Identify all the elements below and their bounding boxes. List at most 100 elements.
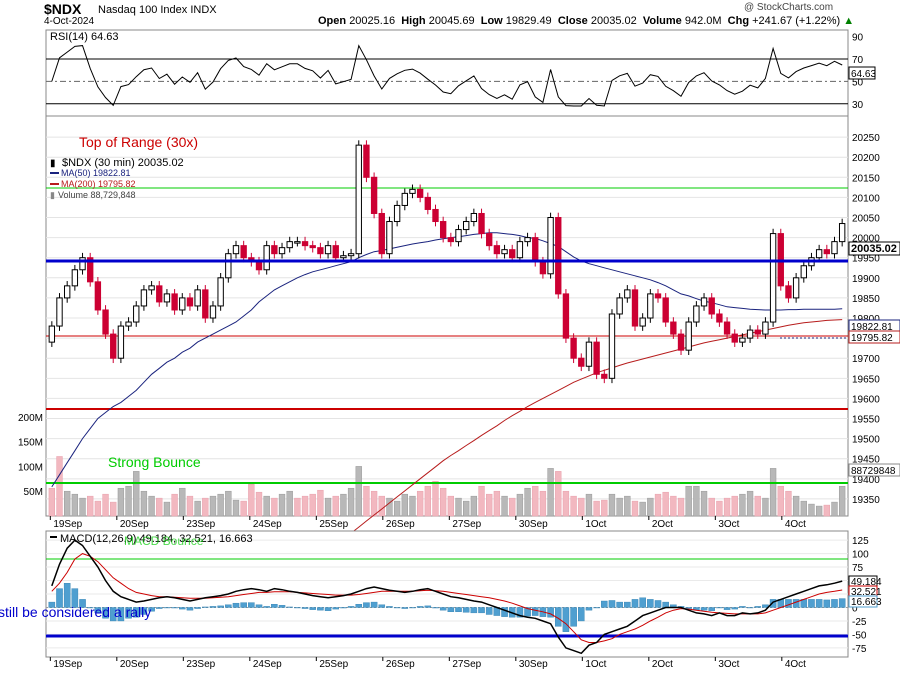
macd-hist-bar [378, 604, 386, 608]
macd-hist-bar [370, 601, 378, 608]
candle-down [87, 257, 94, 283]
last-price-label: 20035.02 [851, 243, 897, 255]
price-tick-label: 19650 [852, 374, 880, 385]
rsi-y-axis: 30 50 70 90 [852, 33, 864, 111]
price-tick-label: 19850 [852, 294, 880, 305]
macd-hist-bar [409, 607, 416, 609]
macd-hist-bar [117, 607, 125, 622]
macd-hist-bar [109, 607, 117, 622]
macd-hist-bar [317, 607, 324, 611]
candle-up [194, 289, 201, 307]
candle-up [401, 192, 408, 206]
x-tick-label: 4Oct [785, 519, 806, 530]
volume-bar [677, 497, 685, 517]
volume-bar [785, 490, 792, 517]
candle-up [63, 285, 71, 299]
candle-down [271, 245, 278, 255]
volume-bar [647, 497, 654, 517]
candle-up [739, 337, 746, 343]
macd-hist-bar [447, 607, 455, 612]
candle-down [202, 289, 209, 319]
candle-up [462, 221, 470, 231]
candle-down [785, 285, 792, 299]
candle-down [823, 249, 831, 255]
x-tick-label: 20Sep [120, 519, 149, 530]
candle-down [631, 289, 639, 327]
candle-down [486, 233, 493, 247]
last-volume-box [848, 463, 900, 477]
rsi-last-box [848, 66, 876, 80]
volume-bar [662, 491, 669, 517]
volume-bar [739, 493, 746, 517]
macd-hist-bar [294, 607, 301, 609]
price-y-axis: 19350 19400 19450 19500 19550 19600 19650 19700… [852, 133, 880, 506]
candle-up [217, 277, 224, 307]
macd-hist-bar [209, 606, 217, 608]
macd-hist-bar [769, 599, 777, 608]
macd-hist-bar [616, 601, 623, 608]
macd-hist-bar [140, 607, 148, 615]
close-value: 20035.02 [590, 15, 637, 27]
volume-bar [409, 495, 416, 517]
volume-bar [470, 495, 478, 517]
volume-bar [225, 490, 232, 517]
last-ma200-label: 19795.82 [851, 333, 893, 344]
macd-hist-bar [347, 606, 355, 608]
volume-bar [547, 468, 554, 517]
volume-bar [186, 495, 194, 517]
macd-line [51, 539, 843, 655]
macd-hist-bar [485, 607, 493, 615]
macd-hist-bar [716, 607, 723, 609]
price-title-marker: ▮ [50, 158, 56, 169]
rsi-tick-label: 90 [852, 33, 864, 44]
candle-up [386, 221, 393, 255]
volume-bar [110, 501, 117, 517]
volume-value: 942.0M [684, 15, 722, 27]
candle-down [654, 293, 662, 299]
candle-down [677, 333, 685, 351]
volume-bar [401, 493, 408, 517]
macd-hist-bar [838, 598, 846, 608]
macd-panel: -75-50-250255075100125 MACD(12,26,9) 49.… [0, 530, 882, 670]
candle-up [179, 297, 186, 311]
volume-bar [64, 490, 71, 517]
macd-hist-bar [439, 607, 447, 611]
candle-down [716, 313, 723, 323]
price-tick-label: 19950 [852, 254, 880, 265]
volume-bar [370, 490, 378, 517]
macd-hist-bar [601, 600, 608, 608]
volume-bar [117, 487, 125, 517]
last-value-labels: 20035.02 19822.81 19795.82 88729848 [848, 241, 900, 477]
volume-label: Volume [642, 15, 682, 27]
chg-label: Chg [727, 15, 750, 27]
volume-bar [317, 489, 324, 517]
volume-bar [79, 497, 86, 517]
high-value: 20045.69 [428, 15, 475, 27]
volume-bar [585, 493, 593, 517]
candle-down [723, 321, 731, 335]
macd-hist-bar [148, 607, 155, 612]
volume-bar [815, 505, 823, 517]
volume-bar [762, 497, 769, 517]
volume-bar [324, 497, 332, 517]
volume-bar [700, 490, 708, 517]
macd-hist-bar [155, 607, 163, 609]
macd-hist-bar [547, 607, 554, 618]
candle-up [501, 249, 508, 255]
macd-hist-bar [386, 606, 393, 608]
price-tick-label: 20000 [852, 234, 880, 245]
volume-bar [608, 493, 616, 517]
volume-bar [386, 497, 393, 517]
price-tick-label: 20050 [852, 214, 880, 225]
macd-hist-bar [240, 602, 247, 608]
hist-last-box [848, 595, 878, 608]
volume-bar [693, 485, 700, 517]
x-tick-label: 26Sep [386, 659, 415, 670]
macd-hist-bar [171, 607, 178, 609]
candle-down [708, 297, 715, 315]
last-volume-label: 88729848 [851, 466, 896, 477]
candle-up [647, 293, 654, 319]
macd-hist-bar [424, 605, 432, 608]
candle-down [493, 245, 501, 255]
macd-hist-bar [631, 599, 639, 608]
